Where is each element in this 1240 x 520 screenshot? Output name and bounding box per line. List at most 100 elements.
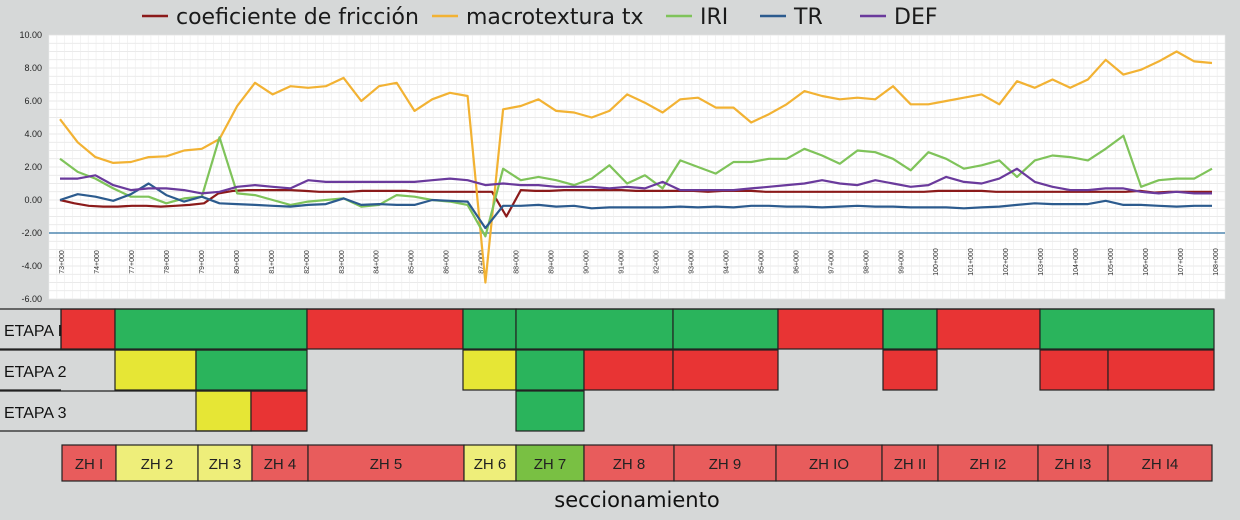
series-line <box>60 167 1212 195</box>
etapa-segment <box>114 349 197 391</box>
y-tick-label: 0.00 <box>24 195 42 205</box>
zonas-row: ZH I ZH 2 ZH 3 ZH 4 ZH 5 ZH 6 ZH 7 ZH 8 ZH 9 ZH I… <box>61 444 1213 482</box>
zona-cell <box>1107 444 1213 482</box>
zona-label: ZH 7 <box>534 456 567 473</box>
etapa-segment <box>250 390 308 432</box>
zona-cell <box>307 444 465 482</box>
x-tick-label: 92+000 <box>653 250 660 274</box>
zona-cell <box>937 444 1039 482</box>
etapa-segment <box>462 308 517 350</box>
x-tick-label: 108+000 <box>1213 248 1220 276</box>
x-tick-label: 84+000 <box>374 250 381 274</box>
etapa-segment <box>882 308 938 350</box>
chart-legend: coeficiente de fricción macrotextura tx IR… <box>142 5 938 30</box>
zona-cell <box>251 444 309 482</box>
x-tick-label: 86+000 <box>444 250 451 274</box>
zona-cell <box>115 444 199 482</box>
zona-label: ZH 8 <box>613 456 646 473</box>
zona-label: ZH 4 <box>264 456 297 473</box>
y-tick-label: 6.00 <box>24 96 42 106</box>
x-tick-label: 88+000 <box>514 250 521 274</box>
zona-label: ZH 9 <box>709 456 742 473</box>
etapa-segment <box>462 349 517 391</box>
etapa-segment <box>1039 349 1109 391</box>
etapas-table: ETAPA I ETAPA 2 ETAPA 3 <box>0 308 1215 432</box>
etapa-segment <box>583 349 674 391</box>
zona-cell <box>775 444 883 482</box>
etapa-segment <box>114 308 308 350</box>
seccionamiento-label: seccionamiento <box>554 488 719 512</box>
zona-cell <box>1037 444 1109 482</box>
zona-label: ZH 2 <box>141 456 174 473</box>
y-tick-label: 2.00 <box>24 162 42 172</box>
x-tick-label: 102+000 <box>1003 248 1010 276</box>
etapa-segment <box>672 349 779 391</box>
series-line <box>59 182 1212 230</box>
x-tick-label: 81+000 <box>269 250 276 274</box>
x-tick-label: 93+000 <box>688 250 695 274</box>
etapa-segment <box>195 390 252 432</box>
x-tick-label: 103+000 <box>1038 248 1045 276</box>
x-tick-label: 77+000 <box>129 250 136 274</box>
etapa-segment <box>195 349 308 391</box>
y-tick-label: -2.00 <box>21 228 42 238</box>
x-tick-label: 104+000 <box>1073 248 1080 276</box>
etapa-segment <box>306 308 464 350</box>
x-tick-label: 107+000 <box>1178 248 1185 276</box>
y-axis-ticks: 10.00 8.00 6.00 4.00 2.00 0.00 -2.00 -4.00 -6.00 <box>19 30 42 304</box>
x-tick-label: 97+000 <box>828 250 835 274</box>
legend-item: macrotextura tx <box>466 5 644 30</box>
zona-cell <box>673 444 777 482</box>
x-tick-label: 99+000 <box>898 250 905 274</box>
etapa-segment <box>515 349 585 391</box>
etapa-segment <box>1107 349 1215 391</box>
plot-grid <box>48 34 1226 300</box>
x-tick-label: 74+000 <box>94 250 101 274</box>
y-tick-label: 8.00 <box>24 63 42 73</box>
x-tick-label: 106+000 <box>1143 248 1150 276</box>
legend-item: coeficiente de fricción <box>176 5 419 30</box>
x-tick-label: 87+000 <box>479 250 486 274</box>
x-tick-label: 78+000 <box>164 250 171 274</box>
x-tick-label: 98+000 <box>863 250 870 274</box>
etapa-segment <box>515 308 674 350</box>
x-tick-label: 105+000 <box>1108 248 1115 276</box>
series-line <box>59 50 1213 284</box>
y-tick-label: 4.00 <box>24 129 42 139</box>
zona-cell <box>61 444 117 482</box>
zona-label: ZH 6 <box>474 456 507 473</box>
y-tick-label: -6.00 <box>21 294 42 304</box>
legend-item: TR <box>793 5 823 30</box>
etapa-segment <box>1039 308 1215 350</box>
series-line <box>59 189 1212 218</box>
etapa-segment <box>60 308 116 350</box>
zona-label: ZH IO <box>809 456 849 473</box>
x-tick-label: 79+000 <box>199 250 206 274</box>
zona-label: ZH I <box>75 456 103 473</box>
etapa-segment <box>882 349 938 391</box>
etapa-segment <box>515 390 585 432</box>
series-line <box>59 134 1213 238</box>
zona-label: ZH II <box>894 456 927 473</box>
zona-label: ZH 3 <box>209 456 242 473</box>
x-axis-ticks: 73+000 74+000 77+000 78+000 79+000 80+000 81+0… <box>59 248 1220 276</box>
x-tick-label: 101+000 <box>968 248 975 276</box>
zona-label: ZH I4 <box>1142 456 1179 473</box>
series-lines <box>59 50 1213 284</box>
x-tick-label: 95+000 <box>758 250 765 274</box>
zona-cell <box>463 444 517 482</box>
legend-item: IRI <box>700 5 728 30</box>
x-tick-label: 80+000 <box>234 250 241 274</box>
x-tick-label: 82+000 <box>304 250 311 274</box>
zona-cell <box>583 444 675 482</box>
x-tick-label: 96+000 <box>793 250 800 274</box>
x-tick-label: 94+000 <box>723 250 730 274</box>
etapa-segment <box>936 308 1041 350</box>
y-tick-label: -4.00 <box>21 261 42 271</box>
legend-item: DEF <box>894 5 938 30</box>
zona-label: ZH I3 <box>1055 456 1092 473</box>
etapa-label: ETAPA I <box>4 323 62 340</box>
etapa-segment <box>672 308 779 350</box>
etapa-label: ETAPA 2 <box>4 364 67 381</box>
